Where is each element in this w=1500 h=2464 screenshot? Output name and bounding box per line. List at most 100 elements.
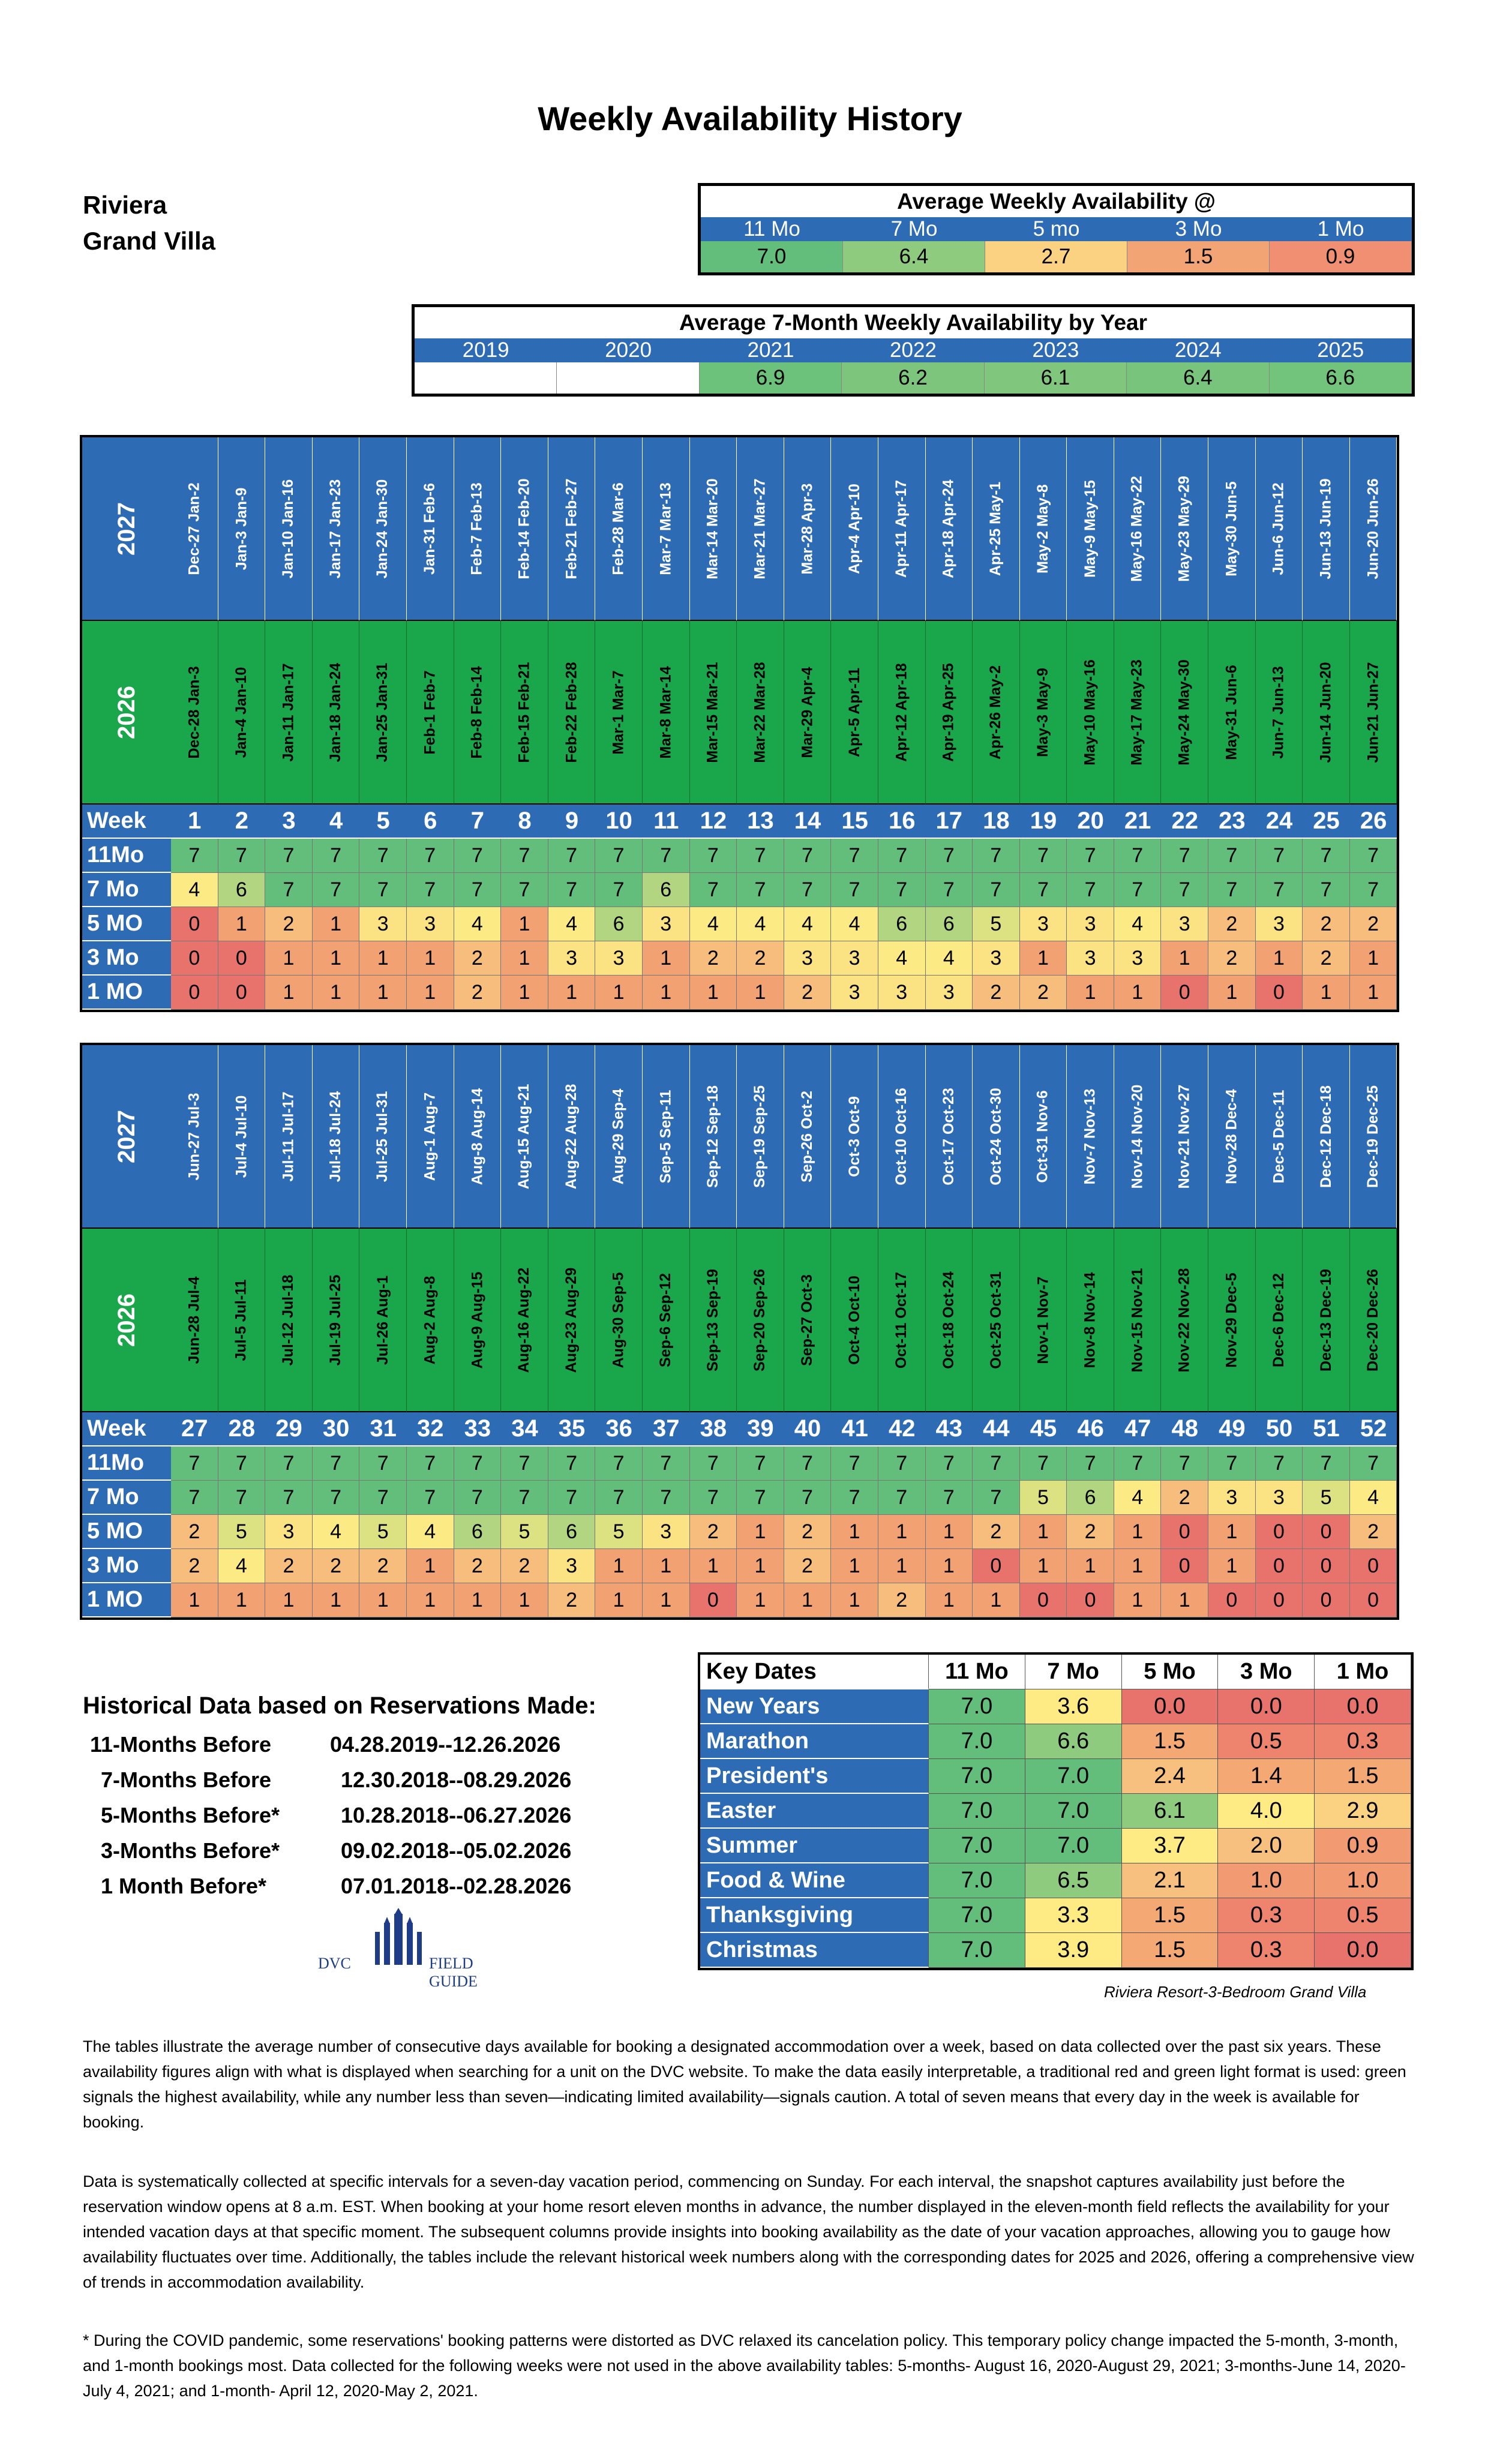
date-range-2026: Jun-21 Jun-27: [1349, 621, 1397, 805]
date-range-text: May-23 May-29: [1175, 475, 1193, 582]
availability-cell-5mo: 3: [642, 907, 690, 941]
availability-cell-3mo: 1: [1349, 941, 1397, 976]
date-range-text: Sep-12 Sep-18: [704, 1085, 721, 1188]
key-date-name: Thanksgiving: [700, 1898, 929, 1933]
key-date-value: 1.0: [1315, 1863, 1411, 1898]
date-range-2027: Dec-27 Jan-2: [171, 437, 218, 621]
date-range-2026: Jan-4 Jan-10: [218, 621, 266, 805]
date-range-2026: Oct-11 Oct-17: [878, 1229, 926, 1412]
availability-cell-7mo: 7: [1161, 873, 1209, 907]
date-range-2027: Apr-18 Apr-24: [925, 437, 973, 621]
date-range-2027: Oct-31 Nov-6: [1019, 1045, 1067, 1229]
date-range-text: Apr-25 May-1: [987, 481, 1004, 576]
row-label-11mo: 11Mo: [82, 1446, 171, 1481]
availability-cell-5mo: 2: [171, 1515, 218, 1549]
availability-cell-3mo: 2: [454, 1549, 502, 1583]
date-range-2027: Jan-24 Jan-30: [359, 437, 407, 621]
date-range-2027: Feb-14 Feb-20: [501, 437, 548, 621]
availability-cell-5mo: 1: [878, 1515, 926, 1549]
week-number: 49: [1208, 1412, 1256, 1446]
date-range-text: Oct-3 Oct-9: [845, 1096, 863, 1177]
key-date-value: 2.0: [1218, 1829, 1315, 1863]
availability-cell-3mo: 3: [548, 1549, 596, 1583]
date-range-text: Aug-9 Aug-15: [468, 1271, 485, 1368]
date-range-text: Jul-5 Jul-11: [232, 1278, 250, 1361]
key-date-value: 7.0: [929, 1829, 1025, 1863]
availability-cell-1mo: 2: [878, 1583, 926, 1617]
avg-weekly-header: 11 Mo: [701, 217, 843, 241]
description-paragraph-1: The tables illustrate the average number…: [83, 2037, 1406, 2131]
week-number: 13: [737, 805, 784, 839]
castle-icon: [375, 1908, 422, 1965]
week-number: 28: [218, 1412, 266, 1446]
avg-by-year-table: Average 7-Month Weekly Availability by Y…: [412, 304, 1415, 397]
week-number: 16: [878, 805, 926, 839]
date-range-text: Jun-6 Jun-12: [1270, 482, 1287, 575]
availability-cell-3mo: 2: [784, 1549, 832, 1583]
date-range-2026: Mar-8 Mar-14: [642, 621, 690, 805]
date-range-text: Jan-3 Jan-9: [232, 487, 250, 570]
key-date-value: 7.0: [929, 1933, 1025, 1968]
date-range-2027: Feb-7 Feb-13: [454, 437, 502, 621]
availability-cell-7mo: 7: [312, 873, 360, 907]
availability-cell-1mo: 1: [925, 1583, 973, 1617]
row-label-7mo: 7 Mo: [82, 1481, 171, 1515]
avg-weekly-value: 1.5: [1127, 241, 1270, 272]
availability-cell-7mo: 7: [689, 1481, 737, 1515]
availability-cell-3mo: 3: [1114, 941, 1162, 976]
week-number: 15: [831, 805, 878, 839]
availability-cell-7mo: 5: [1303, 1481, 1350, 1515]
availability-cell-3mo: 2: [265, 1549, 313, 1583]
date-range-text: Jul-19 Jul-25: [327, 1274, 344, 1365]
availability-cell-1mo: 3: [878, 976, 926, 1010]
avg-weekly-table: Average Weekly Availability @ 11 Mo 7 Mo…: [698, 183, 1415, 275]
date-range-2026: Jul-12 Jul-18: [265, 1229, 313, 1412]
availability-cell-11mo: 7: [1161, 839, 1209, 873]
availability-cell-7mo: 7: [218, 1481, 266, 1515]
availability-cell-7mo: 4: [1349, 1481, 1397, 1515]
availability-cell-5mo: 1: [831, 1515, 878, 1549]
year-value: 6.4: [1127, 362, 1270, 394]
availability-cell-5mo: 4: [406, 1515, 454, 1549]
key-date-value: 0.0: [1218, 1689, 1315, 1724]
date-range-text: Oct-17 Oct-23: [940, 1087, 957, 1186]
date-range-2027: Jan-31 Feb-6: [406, 437, 454, 621]
date-range-2027: Apr-4 Apr-10: [831, 437, 878, 621]
availability-cell-1mo: 2: [1019, 976, 1067, 1010]
availability-cell-1mo: 1: [359, 976, 407, 1010]
availability-cell-11mo: 7: [595, 1446, 643, 1481]
availability-cell-3mo: 1: [689, 1549, 737, 1583]
availability-cell-11mo: 7: [359, 1446, 407, 1481]
availability-cell-7mo: 7: [406, 873, 454, 907]
availability-cell-5mo: 4: [1114, 907, 1162, 941]
key-date-value: 6.6: [1025, 1724, 1122, 1759]
availability-cell-1mo: 3: [831, 976, 878, 1010]
date-range-text: Jan-31 Feb-6: [421, 482, 439, 575]
key-dates-header-row: Key Dates 11 Mo 7 Mo 5 Mo 3 Mo 1 Mo: [700, 1655, 1411, 1689]
date-range-text: May-17 May-23: [1129, 659, 1146, 766]
availability-cell-1mo: 1: [737, 976, 784, 1010]
year-header: 2021: [699, 338, 842, 362]
availability-cell-5mo: 1: [218, 907, 266, 941]
date-range-2026: Jan-11 Jan-17: [265, 621, 313, 805]
availability-cell-3mo: 1: [642, 1549, 690, 1583]
date-range-text: Dec-12 Dec-18: [1317, 1085, 1334, 1188]
availability-cell-7mo: 6: [218, 873, 266, 907]
availability-cell-7mo: 7: [784, 1481, 832, 1515]
date-range-2026: Feb-15 Feb-21: [501, 621, 548, 805]
availability-cell-3mo: 4: [878, 941, 926, 976]
date-range-text: May-3 May-9: [1034, 667, 1051, 757]
availability-cell-3mo: 0: [1255, 1549, 1303, 1583]
date-range-text: Apr-19 Apr-25: [940, 662, 957, 762]
key-date-value: 3.7: [1121, 1829, 1219, 1863]
availability-cell-5mo: 4: [689, 907, 737, 941]
date-range-text: Dec-13 Dec-19: [1317, 1268, 1334, 1371]
availability-cell-11mo: 7: [548, 1446, 596, 1481]
date-range-2026: Jan-18 Jan-24: [312, 621, 360, 805]
date-range-text: Jun-14 Jun-20: [1317, 661, 1334, 763]
date-range-text: May-10 May-16: [1081, 659, 1099, 766]
availability-cell-7mo: 6: [1067, 1481, 1114, 1515]
key-date-value: 7.0: [1025, 1829, 1122, 1863]
date-range-2026: May-24 May-30: [1161, 621, 1209, 805]
date-range-2026: Mar-1 Mar-7: [595, 621, 643, 805]
